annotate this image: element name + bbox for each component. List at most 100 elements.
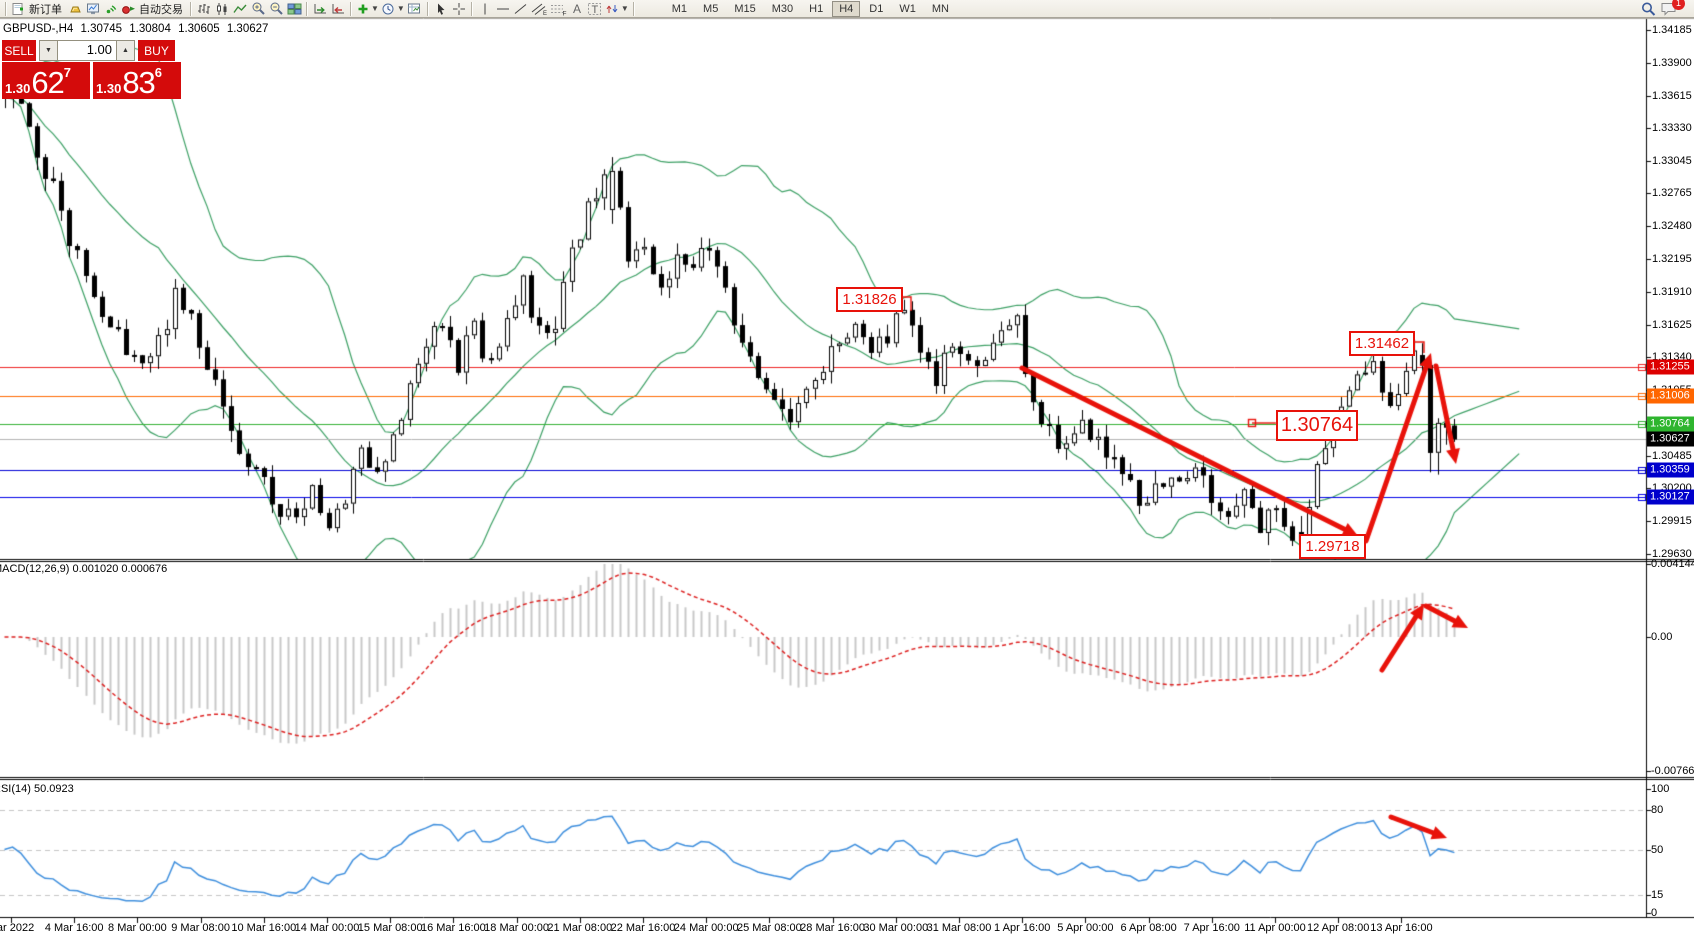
svg-text:F: F xyxy=(562,10,566,16)
vertical-line-tool-icon[interactable] xyxy=(477,1,493,17)
rsi-axis-tick: 15 xyxy=(1651,889,1664,902)
price-axis-tick: 1.33900 xyxy=(1652,56,1692,69)
zoom-out-icon[interactable] xyxy=(268,1,284,17)
timeframe-m30[interactable]: M30 xyxy=(771,2,794,15)
time-axis-label: 12 Apr 08:00 xyxy=(1306,922,1370,934)
macd-label: MACD(12,26,9) 0.001020 0.000676 xyxy=(0,563,168,575)
price-axis-tick: 1.32765 xyxy=(1652,187,1692,200)
buy-price-display[interactable]: 1.30 83 6 xyxy=(93,62,181,99)
candlestick-chart-type-icon[interactable] xyxy=(214,1,230,17)
equidistant-channel-tool-icon[interactable]: E xyxy=(531,1,548,17)
arrows-caret-icon[interactable]: ▼ xyxy=(620,4,629,13)
chart-shift-icon[interactable] xyxy=(330,1,346,17)
bar-chart-type-icon[interactable] xyxy=(196,1,212,17)
price-level-label: 1.30764 xyxy=(1647,416,1694,432)
toolbar-separator xyxy=(632,1,635,16)
arrows-tool-icon[interactable]: ▼ xyxy=(605,1,629,17)
toolbar-separator xyxy=(470,1,473,16)
cursor-tool-icon[interactable] xyxy=(433,1,449,17)
time-axis-label: 28 Mar 16:00 xyxy=(800,922,866,934)
timeframe-h1[interactable]: H1 xyxy=(809,2,824,15)
ingot-icon[interactable] xyxy=(67,1,83,17)
price-axis-tick: 1.31910 xyxy=(1652,285,1692,298)
periods-clock-icon[interactable]: ▼ xyxy=(381,1,405,17)
trendline-tool-icon[interactable] xyxy=(513,1,529,17)
sell-button[interactable]: SELL xyxy=(2,40,36,61)
annotation-price-label[interactable]: 1.31826 xyxy=(836,287,903,312)
timeframe-m1[interactable]: M1 xyxy=(671,2,688,15)
toolbar-separator xyxy=(350,1,352,16)
text-label-tool-icon[interactable]: T xyxy=(587,1,603,17)
price-level-label: 1.30627 xyxy=(1647,431,1694,447)
time-axis-label: 22 Mar 16:00 xyxy=(610,922,676,934)
toolbar: 新订单 自动交易 xyxy=(0,0,1694,18)
annotation-price-label[interactable]: 1.29718 xyxy=(1299,534,1366,559)
annotation-price-label[interactable]: 1.30764 xyxy=(1276,410,1358,441)
toolbar-separator xyxy=(306,1,308,16)
time-axis-label: 21 Mar 08:00 xyxy=(547,922,613,934)
volume-decrease-button[interactable]: ▼ xyxy=(39,40,58,61)
buy-price-sup: 6 xyxy=(154,65,163,80)
toolbar-separator xyxy=(190,1,192,16)
buy-price-prefix: 1.30 xyxy=(96,81,122,96)
market-watch-icon[interactable] xyxy=(85,1,101,17)
horizontal-line-tool-icon[interactable] xyxy=(495,1,511,17)
volume-increase-button[interactable]: ▲ xyxy=(116,40,135,61)
timeframe-mn[interactable]: MN xyxy=(931,2,949,15)
time-axis-label: 7 Apr 16:00 xyxy=(1183,922,1240,934)
indicators-add-icon[interactable]: ▼ xyxy=(356,1,379,17)
notifications-icon[interactable]: 1 xyxy=(1660,0,1685,17)
time-axis-label: 1 Apr 16:00 xyxy=(994,922,1051,934)
notification-badge[interactable]: 1 xyxy=(1672,0,1685,10)
auto-trading-icon[interactable] xyxy=(121,1,137,17)
auto-scroll-icon[interactable] xyxy=(312,1,328,17)
time-axis-label: 25 Mar 08:00 xyxy=(736,922,802,934)
fibonacci-tool-icon[interactable]: F xyxy=(550,1,567,17)
rsi-axis-tick: 0 xyxy=(1651,907,1658,919)
buy-button[interactable]: BUY xyxy=(138,40,175,61)
signal-icon[interactable] xyxy=(103,1,119,17)
ohlc-open: 1.30745 xyxy=(80,23,123,35)
svg-text:E: E xyxy=(543,11,547,16)
rsi-axis-tick: 80 xyxy=(1651,804,1664,817)
price-axis-tick: 1.33615 xyxy=(1652,89,1692,102)
price-level-label: 1.31006 xyxy=(1647,388,1694,404)
tile-windows-icon[interactable] xyxy=(286,1,302,17)
price-level-label: 1.31255 xyxy=(1647,359,1694,375)
time-axis-label: 14 Mar 00:00 xyxy=(294,922,360,934)
time-axis-label: 13 Apr 16:00 xyxy=(1370,922,1433,934)
search-icon[interactable] xyxy=(1640,1,1658,17)
timeframe-d1[interactable]: D1 xyxy=(869,2,884,15)
zoom-in-icon[interactable] xyxy=(250,1,266,17)
sell-price-big: 62 xyxy=(31,65,64,100)
templates-icon[interactable] xyxy=(407,1,423,17)
text-tool-icon[interactable]: A xyxy=(569,1,585,17)
price-level-label: 1.30127 xyxy=(1647,489,1694,505)
rsi-label: RSI(14) 50.0923 xyxy=(0,783,74,795)
auto-trading-label[interactable]: 自动交易 xyxy=(139,3,183,16)
time-axis-label: 8 Mar 00:00 xyxy=(108,922,167,934)
volume-input[interactable]: 1.00 xyxy=(58,40,116,61)
indicators-caret-icon[interactable]: ▼ xyxy=(371,4,379,13)
rsi-axis-tick: 50 xyxy=(1651,843,1664,856)
time-axis-label: 6 Apr 08:00 xyxy=(1120,922,1177,934)
timeframe-m5[interactable]: M5 xyxy=(703,2,719,15)
annotation-price-label[interactable]: 1.31462 xyxy=(1349,331,1415,356)
timeframe-h4[interactable]: H4 xyxy=(832,0,861,17)
new-order-icon[interactable] xyxy=(11,1,27,17)
ohlc-close: 1.30627 xyxy=(226,23,269,35)
time-axis-label: 16 Mar 16:00 xyxy=(420,922,486,934)
timeframe-w1[interactable]: W1 xyxy=(899,2,916,15)
time-axis-label: 4 Mar 16:00 xyxy=(44,922,104,934)
crosshair-tool-icon[interactable] xyxy=(451,1,467,17)
sell-price-prefix: 1.30 xyxy=(5,81,31,96)
toolbar-separator xyxy=(426,1,429,16)
line-chart-type-icon[interactable] xyxy=(232,1,248,17)
timeframe-m15[interactable]: M15 xyxy=(734,2,756,15)
ohlc-low: 1.30605 xyxy=(178,23,220,35)
sell-price-display[interactable]: 1.30 62 7 xyxy=(2,62,90,99)
periods-caret-icon[interactable]: ▼ xyxy=(396,4,405,13)
price-axis-tick: 1.32195 xyxy=(1652,252,1692,265)
new-order-label[interactable]: 新订单 xyxy=(29,3,62,16)
